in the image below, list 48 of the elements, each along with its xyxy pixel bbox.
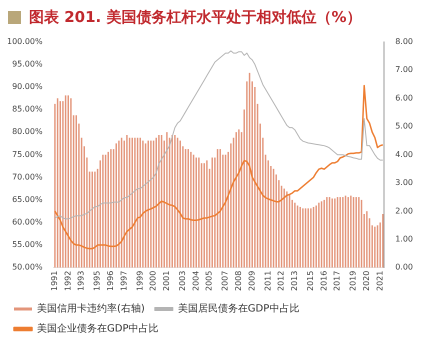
y-tick-label: 100.00% — [7, 36, 43, 46]
y-tick-label: 60.00% — [12, 218, 43, 227]
y2-tick-label: 7.00 — [395, 65, 413, 74]
x-tick-label: 2020 — [362, 270, 371, 291]
x-tick-label: 1999 — [135, 270, 144, 291]
y2-tick-label: 4.00 — [395, 150, 413, 159]
x-tick-label: 1993 — [76, 270, 86, 291]
x-tick-label: 2003 — [178, 270, 187, 291]
x-tick-label: 2013 — [290, 270, 299, 291]
x-tick-label: 2007 — [220, 270, 230, 291]
x-tick-label: 2011 — [263, 270, 272, 291]
legend-label: 美国信用卡违约率(右轴) — [37, 302, 145, 315]
x-tick-label: 2008 — [234, 270, 243, 291]
y2-tick-label: 0.00 — [395, 262, 413, 272]
y2-tick-label: 6.00 — [395, 93, 413, 102]
x-tick-label: 2017 — [332, 270, 342, 291]
x-tick-label: 2009 — [247, 270, 256, 291]
y-tick-label: 95.00% — [12, 59, 43, 68]
y-tick-label: 70.00% — [12, 172, 43, 182]
y-tick-label: 80.00% — [12, 127, 43, 136]
x-tick-label: 1997 — [119, 270, 128, 291]
x-tick-label: 2000 — [148, 270, 158, 291]
y2-tick-label: 2.00 — [395, 206, 413, 216]
x-tick-label: 2021 — [375, 270, 384, 291]
x-tick-label: 2019 — [348, 270, 358, 291]
y2-tick-label: 5.00 — [395, 122, 413, 131]
chart-title: 图表 201. 美国债务杠杆水平处于相对低位（%） — [29, 8, 362, 26]
y2-tick-label: 8.00 — [395, 36, 413, 46]
legend-label: 美国企业债务在GDP中占比 — [37, 322, 158, 335]
y2-tick-label: 3.00 — [395, 178, 413, 188]
x-tick-label: 2001 — [162, 270, 171, 291]
x-tick-label: 1996 — [106, 270, 115, 291]
x-tick-label: 2012 — [276, 270, 286, 291]
x-tick-label: 2004 — [191, 270, 200, 291]
x-tick-label: 2016 — [319, 270, 328, 291]
y-tick-label: 65.00% — [12, 194, 43, 204]
x-tick-label: 1992 — [63, 270, 72, 291]
y-tick-label: 50.00% — [12, 262, 43, 272]
x-tick-label: 2015 — [306, 270, 315, 291]
y-tick-label: 55.00% — [12, 240, 43, 250]
x-tick-label: 1991 — [50, 270, 60, 291]
y-tick-label: 85.00% — [12, 104, 43, 114]
y-tick-label: 75.00% — [12, 150, 43, 159]
legend-label: 美国居民债务在GDP中占比 — [178, 302, 300, 315]
y-tick-label: 90.00% — [12, 82, 43, 92]
x-tick-label: 1995 — [92, 270, 102, 291]
x-tick-label: 2005 — [204, 270, 214, 291]
y2-tick-label: 1.00 — [395, 234, 413, 244]
